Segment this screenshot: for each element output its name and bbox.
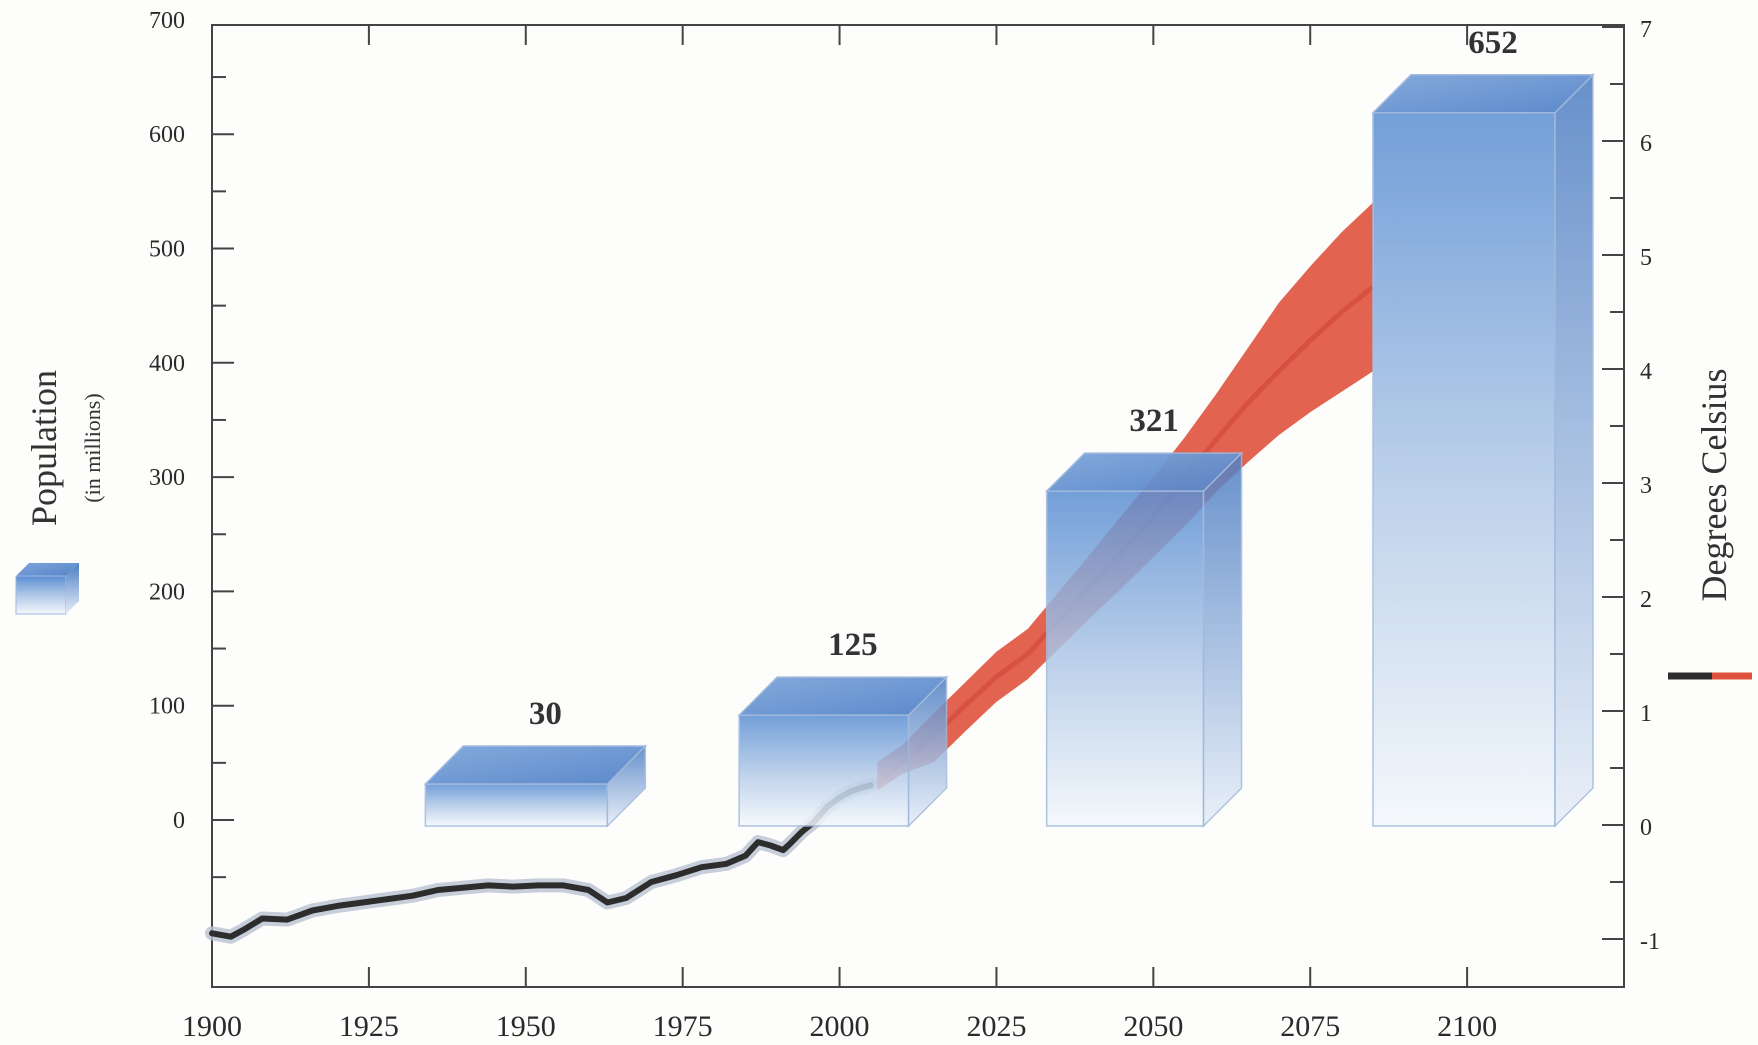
population-bar: 321 — [1044, 403, 1244, 828]
plot-frame — [211, 24, 1625, 988]
bar-top — [1371, 74, 1595, 114]
bar-value-label: 125 — [828, 627, 878, 663]
y-left-tick-label: 600 — [149, 122, 185, 148]
y-right-tick-label: 1 — [1640, 701, 1652, 727]
x-tick-label: 1900 — [182, 1010, 242, 1043]
y-right-tick-label: -1 — [1640, 929, 1660, 955]
y-left-axis-title: Population (in millions) — [15, 370, 105, 615]
population-bar: 30 — [423, 696, 648, 828]
bar-front — [738, 714, 910, 827]
bar-top — [1044, 452, 1244, 492]
y-right-tick-label: 5 — [1640, 245, 1652, 271]
y-right-tick-label: 6 — [1640, 131, 1652, 157]
x-tick-label: 1950 — [496, 1010, 556, 1043]
y-right-tick-label: 3 — [1640, 473, 1652, 499]
bar-value-label: 321 — [1129, 403, 1179, 439]
x-tick-label: 1925 — [339, 1010, 399, 1043]
y-left-label: Population — [24, 370, 64, 526]
bar-top — [423, 745, 648, 785]
bar-side — [1554, 72, 1594, 828]
projection-uncertainty-band — [877, 202, 1373, 791]
y-left-tick-label: 200 — [149, 579, 185, 605]
y-right-tick-label: 4 — [1640, 359, 1652, 385]
x-tick-label: 2050 — [1123, 1010, 1183, 1043]
y-left-tick-label: 700 — [149, 8, 185, 34]
observed-temperature-line — [209, 782, 874, 940]
y-right-tick-label: 2 — [1640, 587, 1652, 613]
population-bars: 30 125 321 652 — [423, 25, 1595, 828]
y-left-tick-labels: 0 100 200 300 400 500 600 700 — [149, 8, 185, 834]
population-legend-swatch — [15, 563, 79, 615]
population-bar: 652 — [1371, 25, 1595, 828]
y-left-sublabel: (in millions) — [80, 393, 105, 502]
observed-temperature-series — [205, 778, 878, 944]
y-left-tick-label: 500 — [149, 237, 185, 263]
bar-value-label: 30 — [529, 696, 562, 732]
y-left-tick-label: 400 — [149, 351, 185, 377]
x-tick-label: 2025 — [966, 1010, 1026, 1043]
x-tick-label: 2075 — [1280, 1010, 1340, 1043]
bar-value-label: 652 — [1468, 25, 1518, 61]
x-tick-labels: 1900 1925 1950 1975 2000 2025 2050 2075 2100 — [182, 1010, 1497, 1043]
bar-side — [1202, 451, 1243, 828]
y-left-tick-label: 100 — [149, 694, 185, 720]
y-right-tick-label: 7 — [1640, 17, 1652, 43]
x-tick-label: 2000 — [810, 1010, 870, 1043]
y-left-tick-label: 0 — [173, 808, 185, 834]
bar-front — [1045, 490, 1205, 827]
bar-front — [424, 783, 609, 827]
y-left-tick-label: 300 — [149, 465, 185, 491]
y-right-label: Degrees Celsius — [1694, 369, 1734, 602]
bar-top — [737, 676, 949, 716]
x-tick-label: 2100 — [1437, 1010, 1497, 1043]
y-right-axis-title: Degrees Celsius — [1668, 369, 1752, 680]
population-bar: 125 — [737, 627, 949, 828]
axis-ticks — [211, 25, 1624, 987]
x-tick-label: 1975 — [653, 1010, 713, 1043]
y-right-tick-label: 0 — [1640, 815, 1652, 841]
y-right-tick-labels: -1 0 1 2 3 4 5 6 7 — [1640, 17, 1660, 955]
bar-front — [1372, 112, 1556, 827]
